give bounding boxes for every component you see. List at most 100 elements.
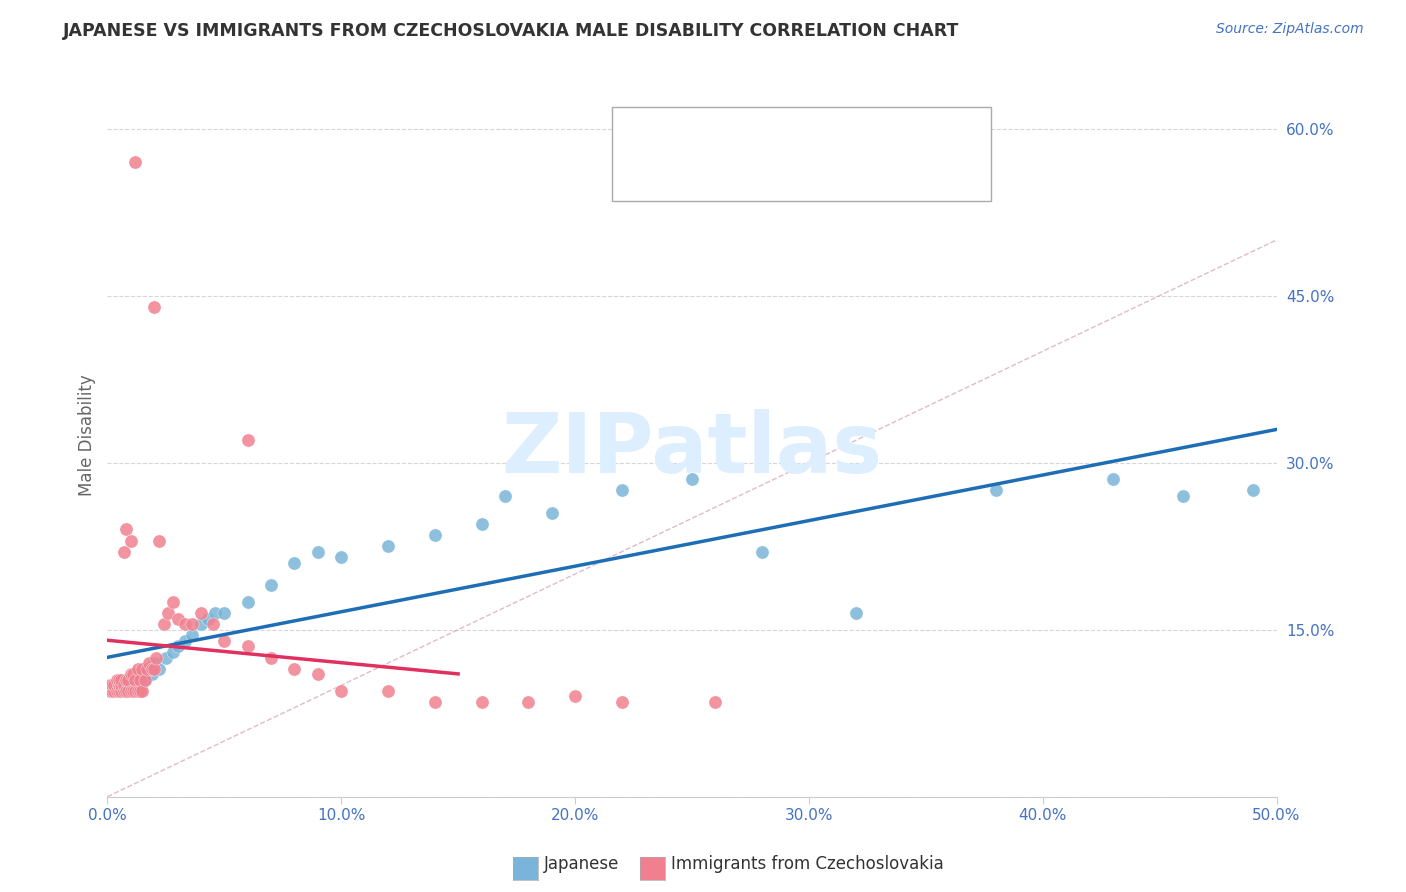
Point <box>122 678 145 692</box>
Text: Japanese: Japanese <box>544 855 620 873</box>
Point <box>236 640 259 654</box>
Point <box>98 678 121 692</box>
Point <box>108 684 131 698</box>
Point <box>127 684 149 698</box>
Point <box>127 667 149 681</box>
Point <box>517 695 540 709</box>
Point <box>180 617 202 632</box>
Point <box>138 656 160 670</box>
Point <box>101 678 124 692</box>
Point <box>423 695 446 709</box>
Point <box>115 523 138 537</box>
Point <box>131 684 153 698</box>
Point <box>110 684 132 698</box>
Point <box>180 628 202 642</box>
Point <box>330 550 353 565</box>
Point <box>120 667 142 681</box>
Text: N =: N = <box>780 161 820 178</box>
Point <box>124 684 146 698</box>
Point <box>127 662 149 676</box>
Point <box>112 678 135 692</box>
Point <box>751 545 773 559</box>
Point <box>148 662 170 676</box>
Point <box>162 595 184 609</box>
Point <box>108 673 131 687</box>
Point <box>236 595 259 609</box>
Point <box>105 678 128 692</box>
Point <box>143 656 166 670</box>
Text: ZIPatlas: ZIPatlas <box>502 409 883 490</box>
Point <box>201 617 224 632</box>
Point <box>540 506 562 520</box>
Point <box>260 650 283 665</box>
Point <box>115 673 138 687</box>
Point <box>124 155 146 169</box>
Point <box>610 483 633 498</box>
Point <box>117 673 139 687</box>
Point <box>122 684 145 698</box>
Point <box>204 606 226 620</box>
Point <box>610 695 633 709</box>
Point <box>134 673 156 687</box>
Point <box>108 684 131 698</box>
Point <box>190 617 212 632</box>
Point <box>157 606 180 620</box>
Point <box>129 673 152 687</box>
Point <box>112 545 135 559</box>
Point <box>162 645 184 659</box>
Text: Source: ZipAtlas.com: Source: ZipAtlas.com <box>1216 22 1364 37</box>
Point <box>307 667 329 681</box>
Point <box>236 434 259 448</box>
Point <box>143 300 166 314</box>
Point <box>134 673 156 687</box>
Text: 45: 45 <box>818 124 845 144</box>
Point <box>129 678 152 692</box>
Point <box>377 684 399 698</box>
Point <box>98 684 121 698</box>
Point <box>124 673 146 687</box>
Text: R =: R = <box>669 125 709 143</box>
Point <box>122 667 145 681</box>
Point <box>141 662 163 676</box>
Point <box>470 695 492 709</box>
Point <box>283 556 305 570</box>
Point <box>112 684 135 698</box>
Point <box>120 673 142 687</box>
Point <box>307 545 329 559</box>
Text: 63: 63 <box>818 160 845 179</box>
Point <box>115 684 138 698</box>
Point <box>155 650 177 665</box>
Point <box>112 673 135 687</box>
Point <box>190 606 212 620</box>
Point <box>103 684 125 698</box>
Point <box>214 606 236 620</box>
Text: Immigrants from Czechoslovakia: Immigrants from Czechoslovakia <box>671 855 943 873</box>
Point <box>145 650 167 665</box>
Point <box>143 662 166 676</box>
Point <box>283 662 305 676</box>
Point <box>103 684 125 698</box>
Point <box>260 578 283 592</box>
Point <box>117 678 139 692</box>
Point <box>845 606 868 620</box>
Y-axis label: Male Disability: Male Disability <box>79 374 96 496</box>
Point <box>564 690 586 704</box>
Point <box>110 678 132 692</box>
Point <box>166 640 188 654</box>
Point <box>152 617 174 632</box>
Point <box>423 528 446 542</box>
Point <box>681 472 703 486</box>
Point <box>173 633 195 648</box>
Point <box>141 667 163 681</box>
Point <box>120 684 142 698</box>
Point <box>108 678 131 692</box>
Point <box>105 673 128 687</box>
Point <box>101 684 124 698</box>
Text: JAPANESE VS IMMIGRANTS FROM CZECHOSLOVAKIA MALE DISABILITY CORRELATION CHART: JAPANESE VS IMMIGRANTS FROM CZECHOSLOVAK… <box>63 22 960 40</box>
Point <box>131 667 153 681</box>
Point <box>1102 472 1125 486</box>
Point <box>166 611 188 625</box>
Point <box>138 662 160 676</box>
Point <box>984 483 1007 498</box>
Point <box>129 684 152 698</box>
